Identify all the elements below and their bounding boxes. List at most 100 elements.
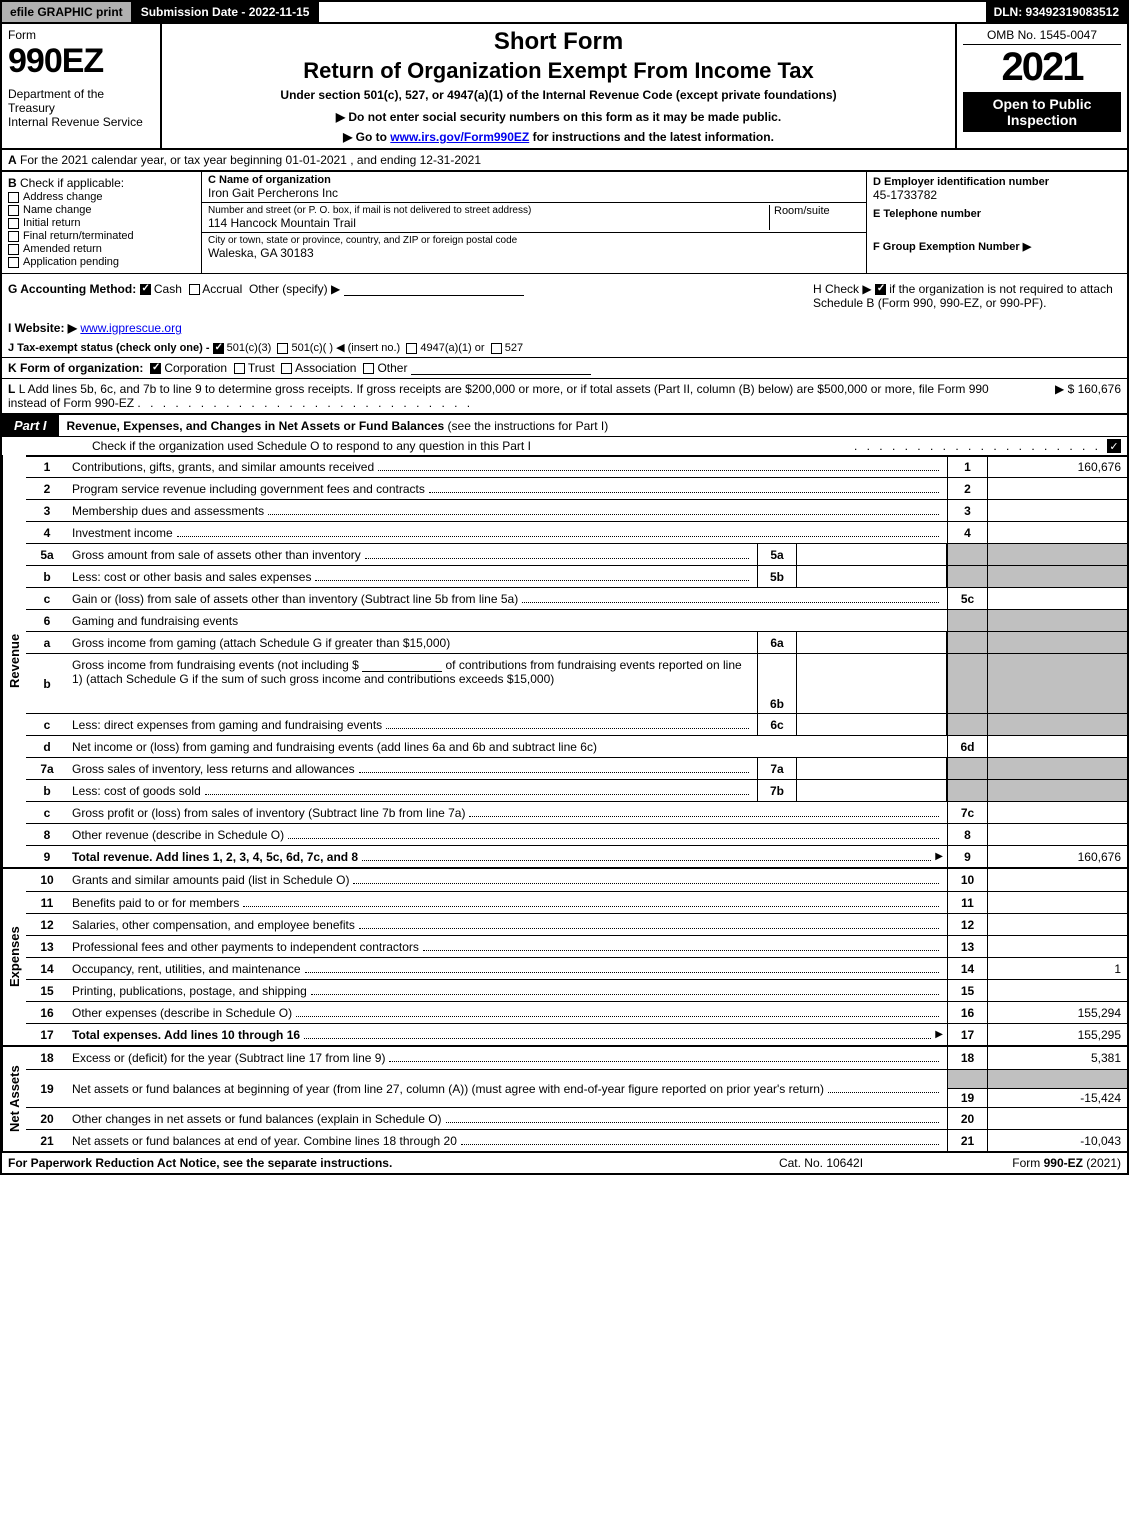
lbl-527: 527 (505, 342, 523, 354)
line-9-num: 9 (26, 846, 68, 867)
lbl-trust: Trust (248, 361, 275, 375)
line-5c-num: c (26, 588, 68, 609)
lbl-501c: 501(c)( ) ◀ (insert no.) (291, 342, 400, 354)
chk-trust[interactable] (234, 363, 245, 374)
line-5c-rnum: 5c (947, 588, 987, 609)
line-15-desc: Printing, publications, postage, and shi… (72, 984, 307, 998)
accounting-method: G Accounting Method: Cash Accrual Other … (2, 274, 807, 318)
line-1-value: 160,676 (987, 457, 1127, 477)
chk-schedule-o[interactable]: ✓ (1107, 439, 1121, 453)
group-exemption-label: F Group Exemption Number ▶ (873, 240, 1121, 253)
line-5a-desc: Gross amount from sale of assets other t… (72, 548, 361, 562)
lbl-4947: 4947(a)(1) or (420, 342, 484, 354)
chk-final-return[interactable] (8, 231, 19, 242)
other-specify-input[interactable] (344, 282, 524, 296)
line-6d-value (987, 736, 1127, 757)
line-11-value (987, 892, 1127, 913)
line-6c-mval (797, 714, 947, 735)
line-10-rnum: 10 (947, 869, 987, 891)
other-org-input[interactable] (411, 361, 591, 375)
line-6a-desc: Gross income from gaming (attach Schedul… (72, 636, 450, 650)
footer: For Paperwork Reduction Act Notice, see … (0, 1153, 1129, 1175)
line-18-desc: Excess or (deficit) for the year (Subtra… (72, 1051, 385, 1065)
line-6b-amount-input[interactable] (362, 658, 442, 672)
line-5b-mval (797, 566, 947, 587)
chk-4947[interactable] (406, 343, 417, 354)
line-6c-num: c (26, 714, 68, 735)
line-20-desc: Other changes in net assets or fund bala… (72, 1112, 442, 1126)
footer-cat: Cat. No. 10642I (721, 1156, 921, 1170)
chk-amended-return[interactable] (8, 244, 19, 255)
schedule-b-check: H Check ▶ if the organization is not req… (807, 274, 1127, 318)
line-7c-rnum: 7c (947, 802, 987, 823)
org-name-label: C Name of organization (208, 174, 860, 186)
i-label: I Website: ▶ (8, 321, 77, 335)
line-17-rnum: 17 (947, 1024, 987, 1045)
side-label-net-assets: Net Assets (2, 1047, 26, 1151)
chk-501c[interactable] (277, 343, 288, 354)
line-11-num: 11 (26, 892, 68, 913)
chk-cash[interactable] (140, 284, 151, 295)
line-6-rshade (947, 610, 987, 631)
line-4-desc: Investment income (72, 526, 173, 540)
g-label: G Accounting Method: (8, 282, 136, 296)
j-pre: J Tax-exempt status (check only one) - (8, 342, 213, 354)
instructions-link[interactable]: www.irs.gov/Form990EZ (390, 130, 529, 144)
line-2-rnum: 2 (947, 478, 987, 499)
line-7a-num: 7a (26, 758, 68, 779)
line-7c-value (987, 802, 1127, 823)
revenue-lines: 1 Contributions, gifts, grants, and simi… (26, 455, 1127, 867)
chk-501c3[interactable] (213, 343, 224, 354)
line-14-value: 1 (987, 958, 1127, 979)
chk-application-pending[interactable] (8, 257, 19, 268)
line-3-rnum: 3 (947, 500, 987, 521)
footer-left: For Paperwork Reduction Act Notice, see … (8, 1156, 721, 1170)
chk-name-change[interactable] (8, 205, 19, 216)
b-label: B (8, 176, 17, 190)
chk-accrual[interactable] (189, 284, 200, 295)
chk-corporation[interactable] (150, 363, 161, 374)
lbl-association: Association (295, 361, 356, 375)
chk-address-change[interactable] (8, 192, 19, 203)
line-10-desc: Grants and similar amounts paid (list in… (72, 873, 349, 887)
line-2-value (987, 478, 1127, 499)
website-link[interactable]: www.igprescue.org (80, 321, 181, 335)
chk-schedule-b[interactable] (875, 284, 886, 295)
line-9-desc: Total revenue. Add lines 1, 2, 3, 4, 5c,… (72, 850, 358, 864)
line-6c-vshade (987, 714, 1127, 735)
line-6a-mnum: 6a (757, 632, 797, 653)
line-1-desc: Contributions, gifts, grants, and simila… (72, 460, 374, 474)
line-5c-desc: Gain or (loss) from sale of assets other… (72, 592, 518, 606)
line-2-desc: Program service revenue including govern… (72, 482, 425, 496)
line-7b-num: b (26, 780, 68, 801)
lbl-501c3: 501(c)(3) (227, 342, 272, 354)
lbl-name-change: Name change (23, 204, 92, 216)
side-label-expenses: Expenses (2, 869, 26, 1045)
line-7b-rshade (947, 780, 987, 801)
chk-other-org[interactable] (363, 363, 374, 374)
line-14-desc: Occupancy, rent, utilities, and maintena… (72, 962, 301, 976)
lbl-initial-return: Initial return (23, 217, 80, 229)
efile-label[interactable]: efile GRAPHIC print (2, 2, 133, 22)
line-6-num: 6 (26, 610, 68, 631)
ein-label: D Employer identification number (873, 176, 1121, 188)
row-a-tax-year: A For the 2021 calendar year, or tax yea… (0, 150, 1129, 172)
line-1-num: 1 (26, 457, 68, 477)
line-8-rnum: 8 (947, 824, 987, 845)
line-15-num: 15 (26, 980, 68, 1001)
telephone-label: E Telephone number (873, 208, 1121, 220)
chk-initial-return[interactable] (8, 218, 19, 229)
side-label-revenue: Revenue (2, 455, 26, 867)
line-6a-rshade (947, 632, 987, 653)
chk-association[interactable] (281, 363, 292, 374)
line-3-num: 3 (26, 500, 68, 521)
line-5b-vshade (987, 566, 1127, 587)
instructions-line: ▶ Go to www.irs.gov/Form990EZ for instru… (168, 130, 949, 144)
line-10-num: 10 (26, 869, 68, 891)
dots: . . . . . . . . . . . . . . . . . . . . (854, 439, 1101, 453)
part-1-title-bold: Revenue, Expenses, and Changes in Net As… (67, 419, 445, 433)
line-14-rnum: 14 (947, 958, 987, 979)
chk-527[interactable] (491, 343, 502, 354)
lbl-address-change: Address change (23, 191, 103, 203)
line-4-rnum: 4 (947, 522, 987, 543)
